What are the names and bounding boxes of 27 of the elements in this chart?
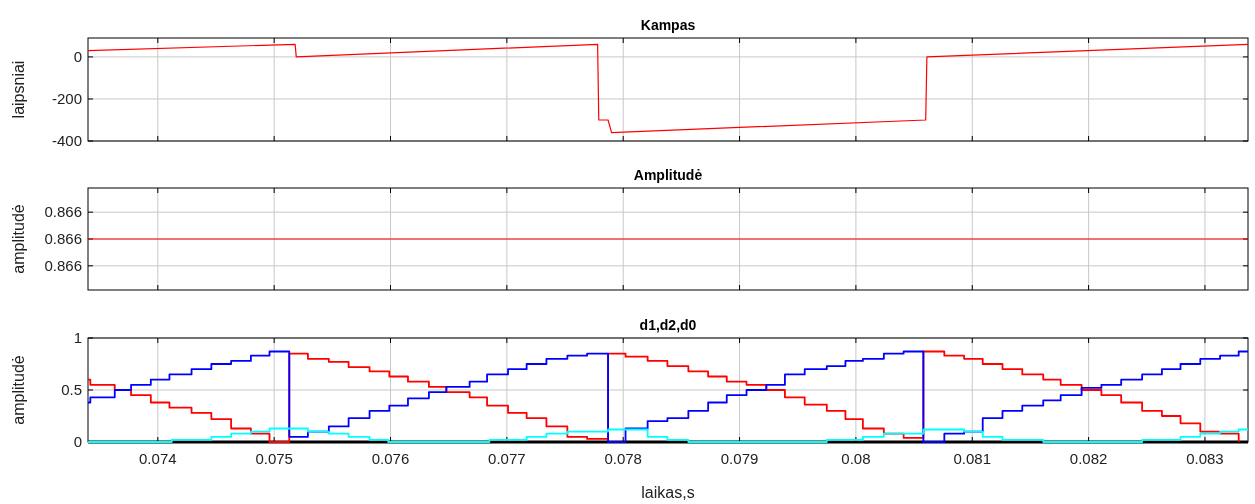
chart-title: Amplitudė [633, 167, 703, 183]
y-axis-title: amplitudė [10, 204, 27, 274]
x-tick-label: 0.078 [604, 450, 642, 467]
y-tick-label: -400 [51, 132, 82, 150]
x-tick-label: 0.083 [1186, 450, 1224, 467]
x-tick-label: 0.074 [139, 450, 177, 467]
x-tick-label: 0.082 [1069, 450, 1108, 467]
x-tick-label: 0.08 [841, 450, 871, 467]
y-tick-label: 0.5 [61, 381, 82, 399]
x-tick-label: 0.077 [488, 450, 526, 467]
line-series [87, 43, 1249, 134]
y-tick-label: 0 [73, 48, 82, 66]
y-tick-label: 0.866 [44, 203, 82, 221]
y-tick-label: 0.866 [44, 257, 82, 275]
x-tick-label: 0.075 [255, 450, 293, 467]
y-tick-label: 1 [73, 329, 82, 347]
y-axis-title: laipsniai [10, 60, 27, 119]
chart-title: Kampas [640, 17, 696, 33]
y-tick-label: 0 [73, 433, 82, 451]
x-axis-title: laikas,s [641, 484, 695, 501]
x-tick-label: 0.076 [371, 450, 410, 467]
x-tick-label: 0.079 [720, 450, 759, 467]
chart-title: d1,d2,d0 [639, 317, 697, 333]
x-tick-label: 0.081 [953, 450, 992, 467]
y-tick-label: -200 [51, 90, 82, 108]
y-tick-label: 0.866 [44, 230, 82, 248]
y-axis-title: amplitudė [10, 355, 27, 425]
